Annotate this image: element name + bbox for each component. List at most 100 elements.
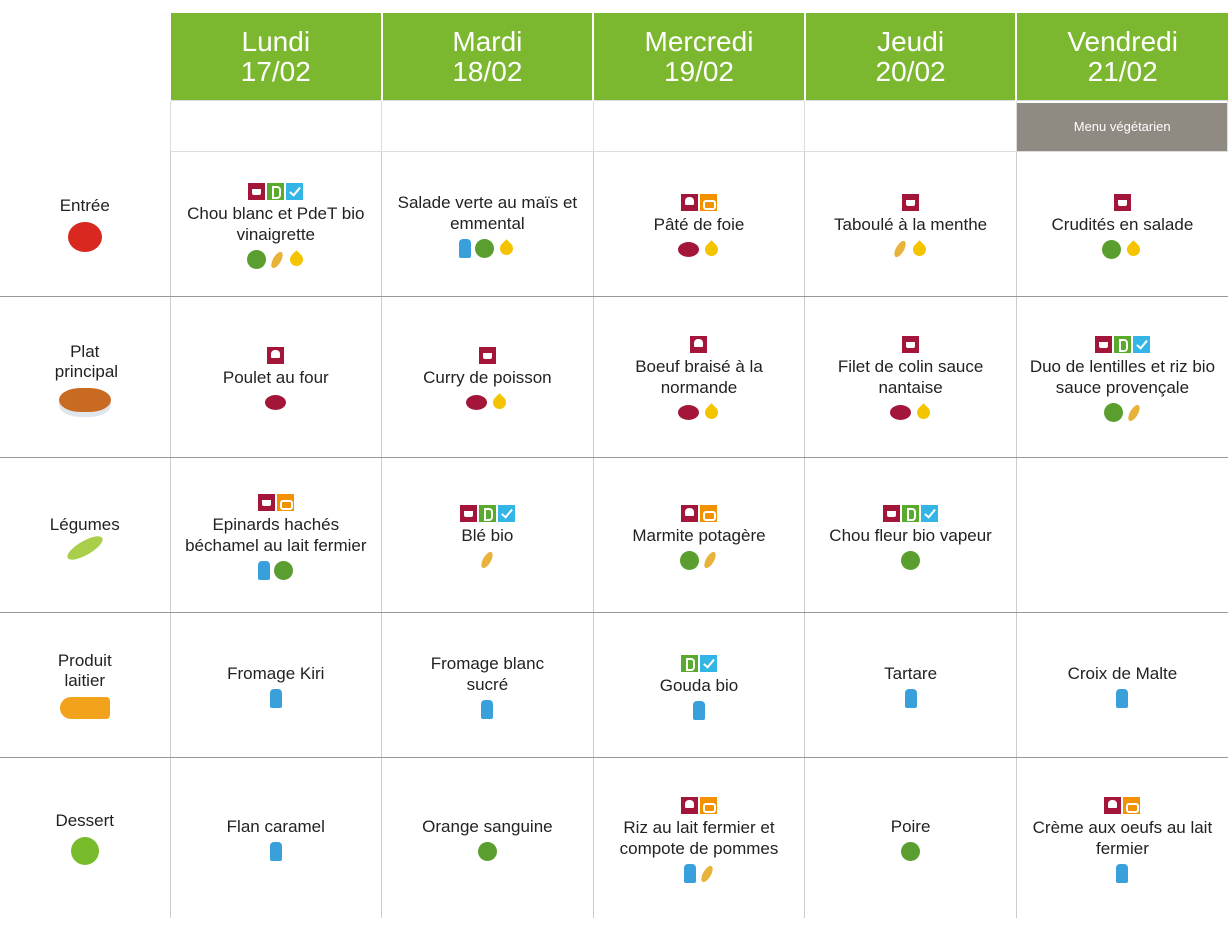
dish-cell: Croix de Malte (1015, 612, 1228, 758)
day-name: Mardi (452, 25, 523, 57)
dish: Marmite potagère (632, 525, 766, 545)
menu-row: Produit laitier Fromage Kiri Fromage bla… (0, 612, 1228, 758)
row-label: Plat principal (0, 296, 170, 458)
row-label: Légumes (0, 457, 170, 613)
icon (680, 797, 698, 815)
day-date: 20/02 (875, 55, 946, 87)
icon (490, 392, 510, 412)
day-date: 18/02 (452, 55, 523, 87)
icon (67, 221, 102, 252)
icon (497, 504, 515, 522)
allergens (815, 238, 1006, 259)
icon (1132, 336, 1150, 354)
sub-cell: Menu végétarien (1015, 100, 1228, 152)
dish-cell: Filet de colin sauce nantaise (804, 296, 1017, 458)
label: Dessert (55, 811, 115, 830)
icon (59, 697, 110, 719)
icon (1125, 402, 1142, 423)
icon (1116, 689, 1129, 709)
dish-cell: Crème aux oeufs au lait fermier (1015, 757, 1228, 918)
icon (1116, 864, 1129, 884)
allergens (392, 237, 583, 258)
dish-cell: Curry de poisson (381, 296, 594, 458)
dish: Pâté de foie (653, 214, 745, 234)
dish-cell: Gouda bio (592, 612, 805, 758)
icon (58, 388, 111, 412)
vegetarian-tab[interactable]: Menu végétarien (1016, 103, 1228, 151)
allergens (815, 840, 1006, 862)
menu-row: Plat principal Poulet au four Curry de p… (0, 296, 1228, 458)
allergens (181, 248, 372, 270)
sub-cell (592, 100, 806, 152)
day-header: Vendredi 21/02 (1015, 13, 1228, 101)
icon (70, 837, 99, 865)
allergens (1027, 401, 1218, 423)
badges (604, 502, 795, 522)
icon (677, 405, 699, 421)
dish-cell (1015, 457, 1228, 613)
sub-cell (804, 100, 1017, 152)
dish-cell: Boeuf braisé à la normande (592, 296, 805, 458)
icon (892, 239, 909, 259)
icon (680, 193, 698, 211)
day-name: Jeudi (877, 25, 945, 57)
icon (902, 193, 920, 211)
dish-cell: Fromage Kiri (169, 612, 382, 758)
icon (246, 250, 266, 270)
dish: Taboulé à la menthe (834, 214, 988, 234)
dish-cell: Chou blanc et PdeT bio vinaigrette (169, 151, 382, 297)
dish: Fromage blanc sucré (430, 653, 545, 694)
dish-cell: Fromage blanc sucré (381, 612, 594, 758)
icon (901, 842, 921, 862)
icon (497, 238, 517, 258)
icon (889, 405, 911, 421)
allergens (1027, 687, 1218, 709)
label: Légumes (49, 515, 120, 534)
day-name: Lundi (241, 25, 311, 57)
allergens (392, 698, 583, 719)
dish: Croix de Malte (1067, 664, 1178, 683)
allergens (604, 401, 795, 422)
day-date: 17/02 (240, 55, 311, 87)
dish: Salade verte au maïs et emmental (397, 192, 578, 233)
icon (702, 403, 721, 422)
allergens (815, 401, 1006, 422)
icon (680, 654, 698, 672)
sub-cell (169, 100, 383, 152)
icon (702, 239, 721, 259)
badges (1027, 333, 1218, 354)
icon (274, 561, 294, 581)
icon (683, 864, 696, 884)
row-label: Dessert (0, 758, 170, 919)
badges (181, 180, 372, 201)
icon (268, 249, 285, 270)
icon (699, 193, 717, 211)
icon (1094, 336, 1112, 354)
allergens (392, 549, 583, 570)
dish-cell: Marmite potagère (592, 457, 805, 613)
dish-cell: Poulet au four (169, 296, 382, 458)
dish: Fromage Kiri (227, 664, 325, 683)
allergens (181, 840, 372, 862)
allergens (181, 687, 372, 709)
day-header: Lundi 17/02 (169, 13, 382, 101)
dish-cell: Riz au lait fermier et compote de pommes (592, 757, 805, 918)
icon (286, 183, 304, 201)
icon (269, 689, 282, 709)
icon (475, 238, 495, 258)
allergens (604, 549, 795, 570)
icon (1102, 239, 1122, 259)
icon (248, 183, 266, 201)
sub-row: Menu végétarien (0, 100, 1228, 152)
icon (479, 550, 496, 570)
day-date: 21/02 (1087, 55, 1158, 87)
dish: Curry de poisson (423, 367, 552, 387)
dish: Orange sanguine (422, 817, 553, 836)
blank (0, 101, 170, 152)
dish: Duo de lentilles et riz bio sauce proven… (1029, 357, 1216, 397)
icon (258, 561, 271, 581)
icon (459, 238, 472, 258)
allergens (604, 699, 795, 720)
dish: Poire (890, 817, 931, 836)
menu-row: Dessert Flan caramel Orange sanguine Riz… (0, 757, 1228, 919)
